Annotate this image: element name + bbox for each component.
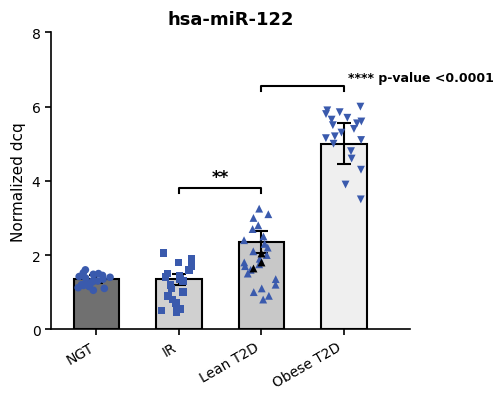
Point: [250, 215, 258, 222]
Point: [164, 271, 172, 277]
Bar: [238, 243, 284, 329]
Y-axis label: Normalized dcq: Normalized dcq: [11, 122, 26, 241]
Point: [347, 148, 355, 155]
Point: [185, 267, 193, 273]
Title: hsa-miR-122: hsa-miR-122: [167, 11, 294, 29]
Point: [357, 167, 365, 174]
Point: [265, 293, 273, 299]
Point: [179, 278, 187, 284]
Point: [94, 271, 102, 277]
Point: [249, 265, 257, 271]
Point: [86, 280, 94, 286]
Point: [357, 138, 365, 144]
Point: [158, 308, 166, 314]
Point: [250, 249, 258, 255]
Point: [90, 271, 98, 278]
Bar: [321, 144, 366, 329]
Point: [174, 259, 182, 266]
Point: [82, 275, 90, 282]
Text: **: **: [212, 169, 228, 187]
Point: [172, 310, 180, 316]
Point: [348, 156, 356, 162]
Point: [88, 279, 96, 285]
Point: [246, 267, 254, 273]
Point: [358, 119, 366, 126]
Point: [264, 211, 272, 218]
Point: [336, 110, 344, 116]
Point: [322, 111, 330, 118]
Point: [78, 282, 86, 288]
Point: [168, 297, 176, 303]
Point: [99, 276, 107, 283]
Point: [342, 182, 349, 188]
Bar: [74, 279, 119, 329]
Point: [160, 250, 168, 257]
Point: [262, 252, 270, 259]
Point: [80, 283, 88, 289]
Point: [74, 285, 82, 291]
Point: [81, 281, 89, 288]
Point: [331, 134, 339, 140]
Point: [188, 263, 196, 270]
Point: [168, 286, 175, 292]
Point: [350, 126, 358, 133]
Text: **** p-value <0.0001: **** p-value <0.0001: [348, 72, 494, 85]
Point: [329, 123, 337, 129]
Point: [254, 223, 262, 229]
Point: [82, 267, 90, 273]
Point: [172, 302, 180, 308]
Point: [258, 250, 266, 257]
Point: [258, 286, 266, 292]
Point: [172, 300, 180, 307]
Point: [330, 141, 338, 148]
Point: [188, 256, 196, 262]
Point: [176, 306, 184, 312]
Point: [179, 289, 187, 296]
Point: [176, 273, 184, 279]
Point: [255, 261, 263, 268]
Point: [264, 245, 272, 251]
Point: [75, 273, 83, 280]
Point: [272, 282, 280, 288]
Point: [241, 263, 249, 270]
Point: [324, 108, 332, 114]
Point: [272, 276, 280, 283]
Point: [106, 274, 114, 281]
Point: [259, 297, 267, 303]
Point: [250, 289, 258, 296]
Point: [248, 226, 256, 233]
Point: [322, 136, 330, 142]
Point: [328, 117, 336, 124]
Point: [100, 286, 108, 292]
Point: [353, 121, 361, 127]
Point: [80, 270, 88, 276]
Point: [255, 206, 263, 213]
Point: [166, 282, 174, 288]
Point: [164, 293, 172, 299]
Point: [244, 271, 252, 277]
Point: [240, 259, 248, 266]
Point: [90, 288, 98, 294]
Point: [357, 196, 365, 203]
Point: [260, 241, 268, 247]
Point: [260, 234, 268, 240]
Point: [176, 276, 184, 283]
Point: [240, 237, 248, 244]
Point: [338, 130, 345, 136]
Point: [162, 274, 170, 281]
Bar: [156, 279, 202, 329]
Point: [94, 278, 102, 284]
Point: [98, 273, 106, 279]
Point: [256, 256, 264, 262]
Point: [90, 277, 98, 284]
Point: [356, 104, 364, 111]
Point: [344, 115, 351, 122]
Point: [258, 259, 266, 266]
Point: [85, 284, 93, 290]
